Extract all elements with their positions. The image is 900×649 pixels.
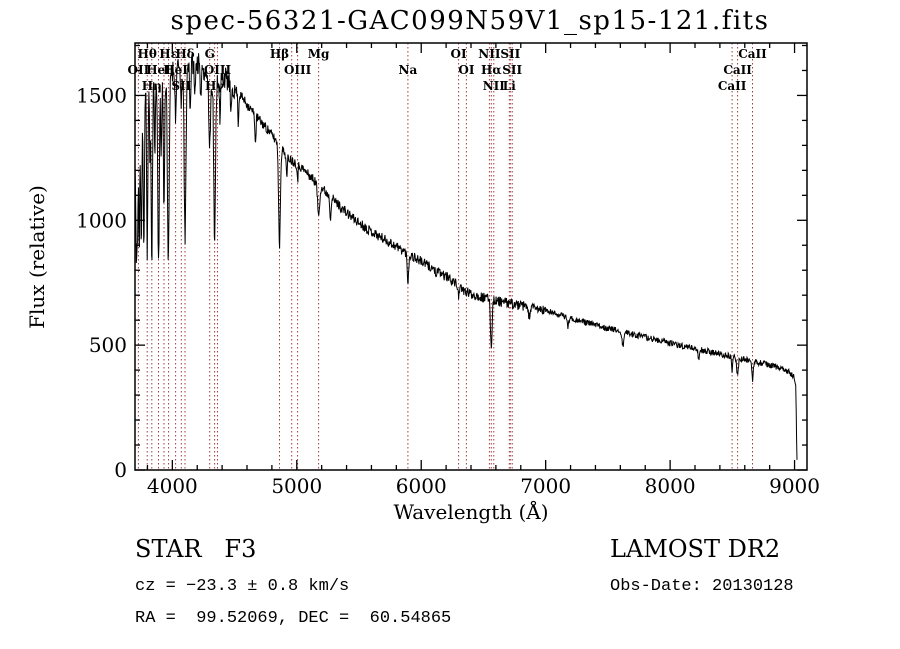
spectral-line-label: OIII xyxy=(204,63,232,77)
spectral-line-label: CaII xyxy=(738,47,767,61)
obs-date-text: Obs-Date: 20130128 xyxy=(610,577,794,596)
x-axis-title: Wavelength (Å) xyxy=(393,499,548,524)
classification-text: STAR F3 xyxy=(135,535,256,563)
x-tick-label: 6000 xyxy=(396,474,447,498)
spectral-line-label: CaII xyxy=(723,63,752,77)
cz-text: cz = −23.3 ± 0.8 km/s xyxy=(135,577,349,596)
spectral-line-label: SII xyxy=(500,47,520,61)
spectral-line-label: Hδ xyxy=(175,47,194,61)
spectral-line-label: Na xyxy=(399,63,418,77)
spectral-line-label: OI xyxy=(458,63,474,77)
y-tick-label: 500 xyxy=(89,333,127,357)
spectral-line-label: SII xyxy=(502,63,522,77)
survey-text: LAMOST DR2 xyxy=(610,535,780,563)
spectral-line-label: HeI xyxy=(163,63,188,77)
figure-title: spec-56321-GAC099N59V1_sp15-121.fits xyxy=(171,6,770,36)
plot-area: 4000 5000 6000 7000 8000 9000050010001500OIIH… xyxy=(76,43,820,498)
plot-frame xyxy=(134,42,808,471)
spectral-line-label: HeI xyxy=(146,63,171,77)
x-tick-label: 7000 xyxy=(520,474,571,498)
spectral-line-label: Hθ xyxy=(138,47,157,61)
spectral-line-label: Hη xyxy=(142,79,162,93)
x-tick-label: 5000 xyxy=(271,474,322,498)
spectral-line-label: Hε xyxy=(159,47,178,61)
spectral-line-label: NII xyxy=(478,47,501,61)
spectral-line-label: Hγ xyxy=(205,79,224,93)
spectral-line-label: OIII xyxy=(284,63,312,77)
spectral-line-label: NII xyxy=(483,79,506,93)
coordinates-text: RA = 99.52069, DEC = 60.54865 xyxy=(135,609,451,628)
y-tick-label: 1000 xyxy=(76,208,127,232)
x-tick-label: 4000 xyxy=(147,474,198,498)
spectral-line-label: CaII xyxy=(718,79,747,93)
x-tick-label: 8000 xyxy=(645,474,696,498)
x-tick-label: 9000 xyxy=(769,474,820,498)
y-axis-title: Flux (relative) xyxy=(25,185,49,329)
y-tick-label: 1500 xyxy=(76,83,127,107)
spectral-line-label: G xyxy=(205,47,215,61)
spectral-line-label: Hα xyxy=(481,63,502,77)
spectral-line-label: OI xyxy=(451,47,467,61)
spectral-line-label: Hβ xyxy=(270,47,289,61)
spectral-line-label: Li xyxy=(503,79,516,93)
y-tick-label: 0 xyxy=(114,458,127,482)
spectral-line-label: SII xyxy=(171,79,191,93)
spectrum-trace xyxy=(134,53,798,460)
spectral-line-label: Mg xyxy=(308,47,330,61)
spectral-line-label: OII xyxy=(128,63,150,77)
